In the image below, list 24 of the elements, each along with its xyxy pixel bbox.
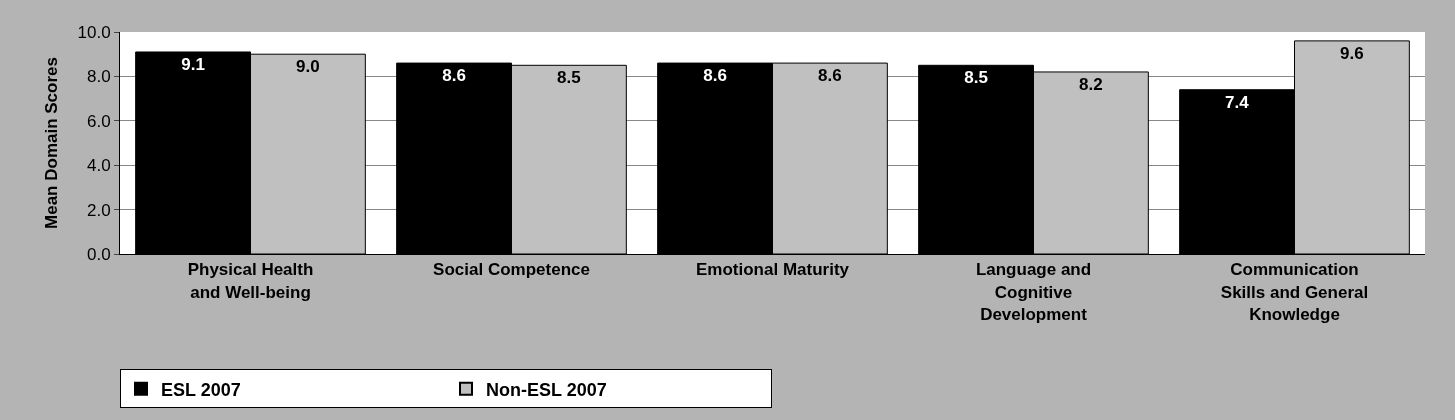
x-tick-label: Language and Cognitive Development [975, 260, 1092, 324]
data-label: 9.0 [296, 57, 320, 77]
data-label: 8.2 [1079, 74, 1103, 94]
data-label: 9.1 [181, 54, 205, 74]
legend-label: ESL 2007 [161, 379, 241, 400]
x-tick-label: Emotional Maturity [695, 260, 850, 280]
x-tick-label: Physical Health and Well-being [187, 260, 314, 302]
y-tick-label: 8.0 [86, 67, 111, 87]
legend-label: Non-ESL 2007 [486, 379, 607, 400]
data-label: 9.6 [1340, 43, 1364, 63]
x-tick-label: Communication Skills and General Knowledge [1220, 260, 1369, 324]
y-tick-label: 10.0 [77, 22, 111, 42]
y-tick-label: 2.0 [86, 200, 111, 220]
data-label: 8.6 [442, 66, 466, 86]
y-tick-label: 4.0 [86, 156, 111, 176]
data-label: 8.6 [703, 66, 727, 86]
data-label: 8.5 [557, 68, 581, 88]
y-tick-label: 6.0 [86, 111, 111, 131]
data-label: 7.4 [1224, 92, 1250, 112]
x-tick-label: Social Competence [433, 260, 590, 280]
y-axis-title: Mean Domain Scores [42, 57, 62, 229]
y-tick-label: 0.0 [86, 244, 111, 264]
data-label: 8.5 [964, 68, 988, 88]
data-label: 8.6 [818, 66, 842, 86]
